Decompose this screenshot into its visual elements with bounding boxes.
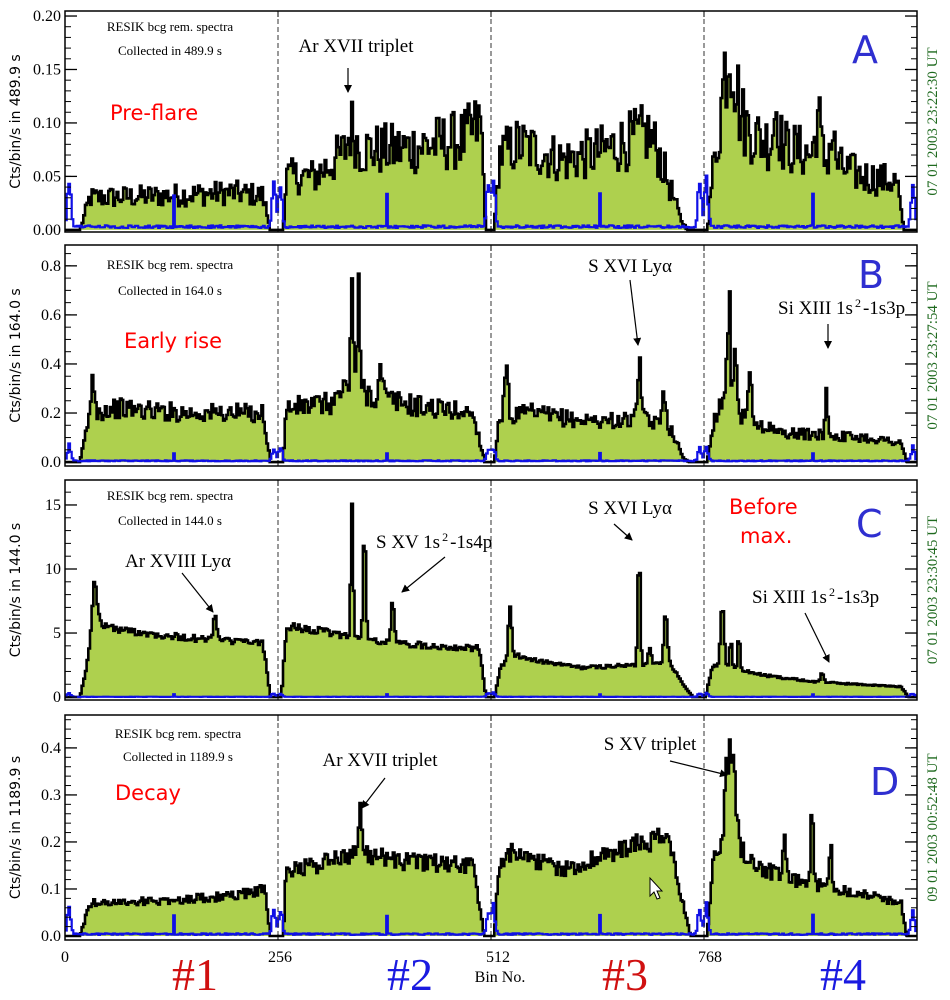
spectrum-line <box>65 502 917 699</box>
background-spectrum-line <box>65 691 917 698</box>
panel-letter: D <box>870 760 899 804</box>
y-tick-label: 15 <box>45 497 61 514</box>
x-tick-label: 256 <box>268 949 292 966</box>
info-title: RESIK bcg rem. spectra <box>107 19 234 34</box>
panel-a: 0.00 0.05 0.10 0.15 0.20 Cts/bin/s in 489.9 s… <box>8 8 941 239</box>
y-tick-label: 0.10 <box>33 115 61 132</box>
background-spectrum-line <box>65 901 917 936</box>
line-annotation: Ar XVIII Lyα <box>125 551 231 572</box>
timestamp-label: 07 01 2003 23:30:45 UT <box>925 516 941 664</box>
background-spectrum-line <box>65 174 917 229</box>
line-annotation: Si XIII 1s 2 -1s3p <box>752 585 879 608</box>
x-tick-label: 0 <box>61 949 69 966</box>
panel-d-annotations: RESIK bcg rem. spectra Collected in 1189… <box>115 726 899 809</box>
spectrum-fill <box>65 503 917 698</box>
line-annotation: S XVI Lyα <box>588 256 672 277</box>
y-tick-label: 0.6 <box>41 307 61 324</box>
phase-label: Pre-flare <box>110 101 198 125</box>
y-tick-label: 0.0 <box>41 454 61 471</box>
panel-c: 0 5 10 15 Cts/bin/s in 144.0 s 07 01 2003 23:… <box>8 479 941 706</box>
line-annotation: S XV triplet <box>604 734 697 755</box>
y-tick-label: 0 <box>53 689 61 706</box>
info-duration: Collected in 144.0 s <box>118 513 222 528</box>
panel-d: 0.0 0.1 0.2 0.3 0.4 Cts/bin/s in 1189.9 s 09 0… <box>8 714 941 945</box>
channel-label-2: #2 <box>387 949 433 1000</box>
annotation-text: S XV 1s <box>376 532 440 553</box>
info-title: RESIK bcg rem. spectra <box>107 488 234 503</box>
channel-label-3: #3 <box>602 949 648 1000</box>
annotation-arrow <box>804 612 830 663</box>
y-tick-label: 0.05 <box>33 168 61 185</box>
y-tick-label: 0.0 <box>41 928 61 945</box>
info-title: RESIK bcg rem. spectra <box>115 726 242 741</box>
y-tick-label: 5 <box>53 625 61 642</box>
phase-label: Before <box>729 495 798 519</box>
y-tick-label: 0.3 <box>41 787 61 804</box>
y-tick-label: 10 <box>45 561 61 578</box>
timestamp-label: 07 01 2003 23:22:30 UT <box>925 47 941 195</box>
annotation-text: -1s4p <box>450 532 492 553</box>
panel-b: 0.0 0.2 0.4 0.6 0.8 Cts/bin/s in 164.0 s 07 01… <box>8 244 941 471</box>
channel-label-4: #4 <box>820 949 866 1000</box>
y-tick-label: 0.2 <box>41 405 61 422</box>
info-duration: Collected in 164.0 s <box>118 283 222 298</box>
x-axis-title: Bin No. <box>475 969 526 986</box>
panel-letter: B <box>858 253 884 297</box>
x-axis: 0 256 512 768 Bin No. #1 #2 #3 #4 <box>61 949 866 1000</box>
line-annotation: S XV 1s 2 -1s4p <box>376 530 492 553</box>
panel-b-annotations: RESIK bcg rem. spectra Collected in 164.… <box>107 253 905 353</box>
mouse-cursor-icon <box>649 876 664 900</box>
timestamp-label: 07 01 2003 23:27:54 UT <box>925 281 941 429</box>
annotation-arrow <box>629 279 642 346</box>
phase-label: Early rise <box>124 329 222 353</box>
y-axis-label: Cts/bin/s in 164.0 s <box>8 288 24 422</box>
annotation-text: -1s3p <box>837 587 879 608</box>
annotation-arrow <box>361 777 386 809</box>
x-tick-label: 768 <box>698 949 722 966</box>
info-duration: Collected in 489.9 s <box>118 43 222 58</box>
panel-letter: C <box>856 502 883 546</box>
y-axis-label: Cts/bin/s in 1189.9 s <box>8 756 24 899</box>
info-duration: Collected in 1189.9 s <box>123 749 233 764</box>
annotation-superscript: 2 <box>829 585 835 599</box>
annotation-text: Si XIII 1s <box>778 298 853 319</box>
annotation-superscript: 2 <box>855 296 861 310</box>
info-title: RESIK bcg rem. spectra <box>107 257 234 272</box>
y-tick-label: 0.1 <box>41 881 61 898</box>
phase-label: max. <box>740 524 792 548</box>
y-tick-label: 0.8 <box>41 258 61 275</box>
panel-letter: A <box>852 28 878 72</box>
line-annotation: Ar XVII triplet <box>322 750 438 771</box>
y-tick-label: 0.4 <box>41 356 61 373</box>
y-axis-label: Cts/bin/s in 144.0 s <box>8 523 24 657</box>
annotation-arrow <box>181 572 214 613</box>
line-annotation: Ar XVII triplet <box>298 36 414 57</box>
y-tick-label: 0.20 <box>33 8 61 25</box>
spectrum-line <box>65 51 917 232</box>
annotation-arrow <box>669 760 728 778</box>
channel-label-1: #1 <box>172 949 218 1000</box>
annotation-text: Si XIII 1s <box>752 587 827 608</box>
panel-c-annotations: RESIK bcg rem. spectra Collected in 144.… <box>107 488 883 663</box>
y-axis-label: Cts/bin/s in 489.9 s <box>8 54 24 188</box>
panel-a-annotations: RESIK bcg rem. spectra Collected in 489.… <box>107 19 878 125</box>
spectrum-fill <box>65 273 917 463</box>
annotation-text: -1s3p <box>863 298 905 319</box>
timestamp-label: 09 01 2003 00:52:48 UT <box>925 753 941 901</box>
spectrum-line <box>65 738 917 938</box>
annotation-arrow <box>401 556 446 593</box>
annotation-arrow <box>613 523 633 541</box>
y-tick-label: 0.4 <box>41 740 61 757</box>
line-annotation: S XVI Lyα <box>588 498 672 519</box>
annotation-superscript: 2 <box>442 530 448 544</box>
line-annotation: Si XIII 1s 2 -1s3p <box>778 296 905 319</box>
y-tick-label: 0.00 <box>33 222 61 239</box>
y-tick-label: 0.15 <box>33 61 61 78</box>
x-tick-label: 512 <box>486 949 510 966</box>
spectrum-fill <box>65 739 917 937</box>
phase-label: Decay <box>115 781 181 805</box>
y-tick-label: 0.2 <box>41 834 61 851</box>
background-spectrum-line <box>65 442 917 463</box>
